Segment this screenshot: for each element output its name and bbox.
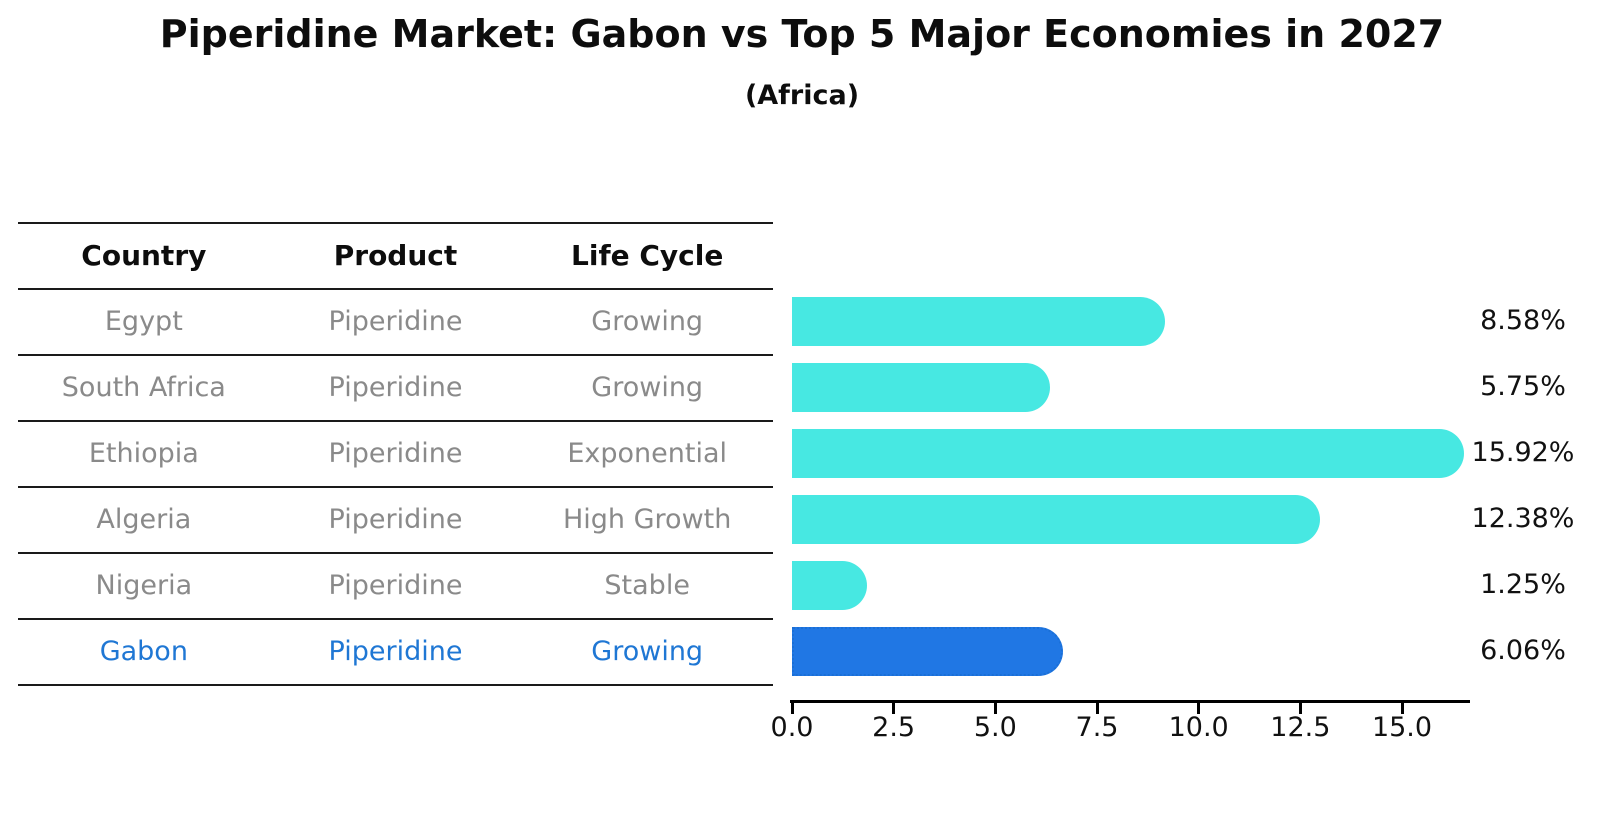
table-row-south-africa: South Africa Piperidine Growing bbox=[18, 354, 773, 420]
cell-country: Gabon bbox=[99, 635, 188, 667]
cell-life-cycle: High Growth bbox=[562, 503, 732, 535]
bar-value-label: 6.06% bbox=[1480, 635, 1566, 666]
bar-value-label: 5.75% bbox=[1480, 371, 1566, 402]
x-axis-tick bbox=[1400, 703, 1404, 714]
x-axis-tick bbox=[1095, 703, 1099, 714]
x-axis-tick bbox=[993, 703, 997, 714]
bar-nigeria bbox=[792, 560, 868, 610]
cell-life-cycle: Growing bbox=[591, 635, 704, 667]
x-axis-tick-label: 7.5 bbox=[1075, 712, 1119, 743]
table-row-ethiopia: Ethiopia Piperidine Exponential bbox=[18, 420, 773, 486]
chart-subtitle: (Africa) bbox=[744, 80, 860, 111]
x-axis-tick bbox=[1197, 703, 1201, 714]
table-separator-line bbox=[18, 684, 773, 686]
column-header-product: Product bbox=[333, 238, 458, 272]
bar-value-label: 8.58% bbox=[1480, 305, 1566, 336]
cell-life-cycle: Stable bbox=[604, 569, 690, 601]
cell-product: Piperidine bbox=[328, 635, 463, 667]
cell-product: Piperidine bbox=[328, 569, 463, 601]
table-separator-line bbox=[18, 288, 773, 290]
x-axis-tick-label: 5.0 bbox=[973, 712, 1017, 743]
bar-south-africa bbox=[792, 362, 1051, 412]
table-header-row: Country Product Life Cycle bbox=[18, 222, 773, 288]
x-axis-tick-label: 0.0 bbox=[770, 712, 814, 743]
bar-value-label: 15.92% bbox=[1471, 437, 1575, 468]
cell-life-cycle: Exponential bbox=[567, 437, 728, 469]
x-axis-tick bbox=[1298, 703, 1302, 714]
cell-country: Nigeria bbox=[95, 569, 193, 601]
table-row-egypt: Egypt Piperidine Growing bbox=[18, 288, 773, 354]
bar-value-label: 1.25% bbox=[1480, 569, 1566, 600]
table-separator-line bbox=[18, 486, 773, 488]
table-separator-line bbox=[18, 618, 773, 620]
bar-egypt bbox=[792, 296, 1166, 346]
chart-title: Piperidine Market: Gabon vs Top 5 Major … bbox=[159, 12, 1445, 56]
column-header-life-cycle: Life Cycle bbox=[571, 238, 724, 272]
x-axis-line bbox=[790, 700, 1470, 703]
cell-country: Ethiopia bbox=[88, 437, 199, 469]
x-axis-tick bbox=[790, 703, 794, 714]
x-axis-tick bbox=[892, 703, 896, 714]
cell-life-cycle: Growing bbox=[591, 305, 704, 337]
country-table: Country Product Life Cycle Egypt Piperidi… bbox=[18, 222, 773, 686]
column-header-country: Country bbox=[81, 238, 207, 272]
cell-product: Piperidine bbox=[328, 305, 463, 337]
bar-algeria bbox=[792, 494, 1320, 544]
bar-ethiopia bbox=[792, 428, 1464, 478]
cell-life-cycle: Growing bbox=[591, 371, 704, 403]
cell-country: Algeria bbox=[96, 503, 192, 535]
cell-country: South Africa bbox=[61, 371, 226, 403]
bar-value-label: 12.38% bbox=[1471, 503, 1575, 534]
table-separator-line bbox=[18, 552, 773, 554]
x-axis-tick-label: 2.5 bbox=[872, 712, 916, 743]
cell-product: Piperidine bbox=[328, 503, 463, 535]
table-row-nigeria: Nigeria Piperidine Stable bbox=[18, 552, 773, 618]
x-axis-tick-label: 12.5 bbox=[1270, 712, 1331, 743]
table-row-gabon: Gabon Piperidine Growing bbox=[18, 618, 773, 684]
cell-product: Piperidine bbox=[328, 371, 463, 403]
table-row-algeria: Algeria Piperidine High Growth bbox=[18, 486, 773, 552]
table-separator-line bbox=[18, 420, 773, 422]
table-separator-line bbox=[18, 222, 773, 224]
cell-product: Piperidine bbox=[328, 437, 463, 469]
bar-gabon bbox=[792, 626, 1063, 676]
table-separator-line bbox=[18, 354, 773, 356]
cell-country: Egypt bbox=[104, 305, 183, 337]
x-axis-tick-label: 10.0 bbox=[1168, 712, 1229, 743]
x-axis-tick-label: 15.0 bbox=[1371, 712, 1433, 743]
